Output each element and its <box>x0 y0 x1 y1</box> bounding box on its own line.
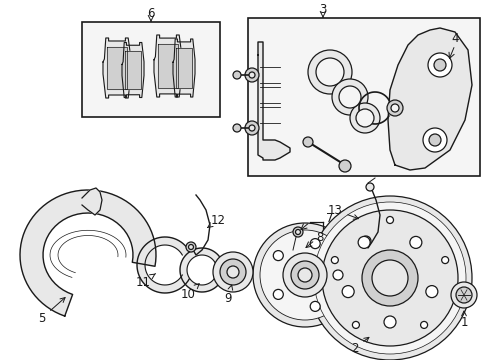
Circle shape <box>425 285 437 298</box>
Circle shape <box>427 53 451 77</box>
Circle shape <box>422 128 446 152</box>
Text: 5: 5 <box>38 298 65 324</box>
Text: 10: 10 <box>180 284 199 301</box>
Circle shape <box>295 230 300 234</box>
Circle shape <box>297 268 311 282</box>
Polygon shape <box>387 28 471 170</box>
Circle shape <box>248 125 254 131</box>
Polygon shape <box>173 39 195 97</box>
Circle shape <box>260 230 349 320</box>
Circle shape <box>441 257 448 264</box>
Circle shape <box>232 124 241 132</box>
Circle shape <box>303 137 312 147</box>
Polygon shape <box>180 248 222 292</box>
Polygon shape <box>137 237 189 293</box>
Circle shape <box>361 250 417 306</box>
Circle shape <box>383 316 395 328</box>
Text: 8: 8 <box>316 230 323 243</box>
Polygon shape <box>107 47 126 89</box>
Circle shape <box>307 196 471 360</box>
Circle shape <box>342 285 353 298</box>
Polygon shape <box>158 44 178 88</box>
Circle shape <box>355 109 373 127</box>
Circle shape <box>273 289 283 300</box>
Circle shape <box>309 301 320 311</box>
Circle shape <box>433 59 445 71</box>
Circle shape <box>455 287 471 303</box>
Text: 4: 4 <box>450 32 458 45</box>
Circle shape <box>331 257 338 264</box>
Circle shape <box>244 121 259 135</box>
Polygon shape <box>82 188 102 215</box>
Circle shape <box>321 210 457 346</box>
Circle shape <box>338 160 350 172</box>
Text: 12: 12 <box>207 213 225 228</box>
Polygon shape <box>103 38 131 98</box>
Circle shape <box>252 223 356 327</box>
Polygon shape <box>122 42 143 98</box>
Circle shape <box>365 183 373 191</box>
Text: 11: 11 <box>135 274 155 288</box>
Circle shape <box>226 266 239 278</box>
Text: 13: 13 <box>327 203 358 219</box>
Circle shape <box>332 270 342 280</box>
Circle shape <box>360 236 370 246</box>
Circle shape <box>185 242 196 252</box>
Circle shape <box>349 103 379 133</box>
Circle shape <box>338 86 360 108</box>
Circle shape <box>371 260 407 296</box>
Circle shape <box>188 244 193 249</box>
Circle shape <box>273 251 283 261</box>
Circle shape <box>244 68 259 82</box>
Circle shape <box>292 227 303 237</box>
Polygon shape <box>125 51 141 89</box>
Text: 7: 7 <box>325 212 333 225</box>
Circle shape <box>386 100 402 116</box>
Circle shape <box>428 134 440 146</box>
Polygon shape <box>20 190 156 316</box>
Circle shape <box>307 50 351 94</box>
Polygon shape <box>176 48 191 88</box>
Bar <box>82 22 220 117</box>
Circle shape <box>248 72 254 78</box>
Text: 9: 9 <box>224 285 232 305</box>
Circle shape <box>290 261 318 289</box>
Polygon shape <box>258 42 289 160</box>
Text: 6: 6 <box>147 6 154 19</box>
Circle shape <box>232 71 241 79</box>
Circle shape <box>357 237 369 248</box>
Circle shape <box>409 237 421 248</box>
Circle shape <box>386 216 393 224</box>
Polygon shape <box>154 35 182 97</box>
Circle shape <box>450 282 476 308</box>
Circle shape <box>315 58 343 86</box>
Circle shape <box>352 321 359 328</box>
Text: 2: 2 <box>350 337 368 355</box>
Text: 1: 1 <box>459 311 467 328</box>
Circle shape <box>283 253 326 297</box>
Circle shape <box>309 239 320 249</box>
Circle shape <box>213 252 252 292</box>
Circle shape <box>313 202 465 354</box>
Circle shape <box>220 259 245 285</box>
Text: 3: 3 <box>319 3 326 15</box>
Circle shape <box>390 104 398 112</box>
Circle shape <box>420 321 427 328</box>
Circle shape <box>331 79 367 115</box>
Bar <box>247 18 479 176</box>
